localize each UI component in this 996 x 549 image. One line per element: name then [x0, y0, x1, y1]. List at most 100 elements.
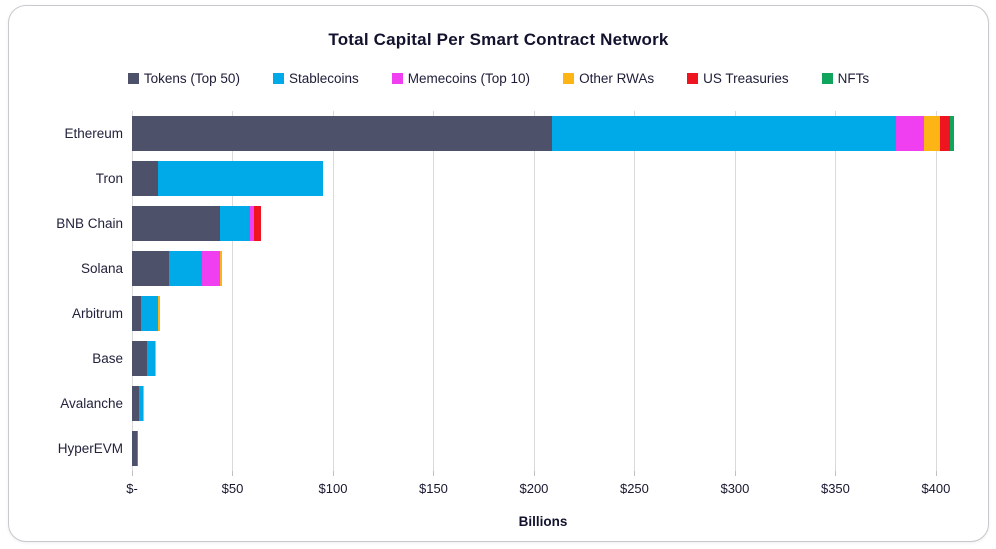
bar-segment-tokens-top-50 — [132, 296, 142, 331]
axis-tick — [835, 471, 837, 476]
category-label-hyperevm: HyperEVM — [57, 441, 123, 456]
bar-row-ethereum — [132, 111, 954, 156]
gridline — [332, 111, 334, 471]
x-tick-label: $150 — [418, 481, 448, 496]
bar-row-avalanche — [132, 381, 954, 426]
legend-item-other-rwas: Other RWAs — [563, 71, 654, 86]
gridline — [935, 111, 937, 471]
bar-row-base — [132, 336, 954, 381]
legend-label: NFTs — [837, 70, 870, 86]
bar-ethereum — [132, 116, 954, 151]
bar-segment-us-treasuries — [253, 206, 261, 241]
bar-rows — [132, 111, 954, 471]
bar-segment-other-rwas — [155, 341, 157, 376]
x-tick-label: $350 — [820, 481, 850, 496]
gridline — [232, 111, 234, 471]
chart-title: Total Capital Per Smart Contract Network — [328, 30, 669, 49]
bar-segment-stablecoins — [220, 206, 250, 241]
legend: Tokens (Top 50) Stablecoins Memecoins (Top… — [9, 68, 988, 88]
plot-area — [132, 111, 954, 471]
legend-swatch — [563, 72, 575, 84]
bar-segment-tokens-top-50 — [132, 386, 140, 421]
bar-segment-tokens-top-50 — [132, 161, 159, 196]
category-axis: Ethereum Tron BNB Chain Solana Arbitrum Base A… — [9, 111, 123, 471]
gridline — [433, 111, 435, 471]
category-label-base: Base — [92, 351, 123, 366]
legend-swatch — [391, 72, 403, 84]
legend-swatch — [127, 72, 139, 84]
category-label-solana: Solana — [80, 261, 123, 276]
bar-hyperevm — [132, 431, 954, 466]
bar-row-solana — [132, 246, 954, 291]
legend-label: US Treasuries — [703, 70, 789, 86]
axis-tick — [433, 471, 435, 476]
axis-tick — [533, 471, 535, 476]
category-label-arbitrum: Arbitrum — [71, 306, 123, 321]
bar-segment-us-treasuries — [939, 116, 950, 151]
bar-segment-stablecoins — [141, 296, 158, 331]
bar-row-arbitrum — [132, 291, 954, 336]
bar-segment-memecoins-top-10 — [895, 116, 924, 151]
axis-tick — [634, 471, 636, 476]
bar-segment-other-rwas — [220, 251, 223, 286]
gridline — [533, 111, 535, 471]
x-axis: $- $50 $100 $150 $200 $250 $300 $350 $400 — [126, 471, 954, 511]
bar-segment-tokens-top-50 — [132, 116, 553, 151]
bar-segment-tokens-top-50 — [132, 341, 147, 376]
bar-bnb-chain — [132, 206, 954, 241]
gridline — [835, 111, 837, 471]
bar-segment-tokens-top-50 — [132, 251, 170, 286]
bar-segment-stablecoins — [169, 251, 203, 286]
x-tick-label: $250 — [619, 481, 649, 496]
legend-swatch — [272, 72, 284, 84]
legend-item-nfts: NFTs — [821, 70, 870, 86]
axis-tick — [734, 471, 736, 476]
bar-segment-stablecoins — [552, 116, 896, 151]
bar-segment-other-rwas — [142, 386, 145, 421]
bar-row-tron — [132, 156, 954, 201]
bar-segment-tokens-top-50 — [132, 431, 137, 466]
legend-label: Memecoins (Top 10) — [407, 70, 531, 86]
bar-segment-other-rwas — [157, 296, 160, 331]
x-tick-label: $300 — [720, 481, 750, 496]
bar-segment-memecoins-top-10 — [202, 251, 221, 286]
axis-tick — [332, 471, 334, 476]
legend-label: Stablecoins — [288, 70, 359, 86]
bar-base — [132, 341, 954, 376]
category-label-tron: Tron — [95, 171, 123, 186]
bar-row-hyperevm — [132, 426, 954, 471]
bar-segment-nfts — [949, 116, 954, 151]
gridline — [132, 111, 133, 471]
bar-segment-stablecoins — [146, 341, 156, 376]
bar-solana — [132, 251, 954, 286]
bar-tron — [132, 161, 954, 196]
bar-segment-stablecoins — [139, 386, 143, 421]
bar-segment-tokens-top-50 — [132, 206, 221, 241]
axis-tick — [935, 471, 937, 476]
bar-segment-other-rwas — [923, 116, 940, 151]
x-tick-label: $- — [126, 481, 138, 496]
x-tick-label: $50 — [221, 481, 244, 496]
x-tick-label: $200 — [519, 481, 549, 496]
category-label-bnb-chain: BNB Chain — [56, 216, 123, 231]
axis-tick — [132, 471, 133, 476]
legend-item-us-treasuries: US Treasuries — [687, 71, 789, 86]
legend-swatch — [687, 72, 699, 84]
x-axis-title: Billions — [518, 514, 568, 529]
legend-item-memecoins-top-10: Memecoins (Top 10) — [391, 70, 531, 86]
gridline — [634, 111, 636, 471]
bar-segment-stablecoins — [136, 431, 139, 466]
legend-label: Other RWAs — [579, 70, 655, 86]
axis-tick — [232, 471, 234, 476]
bar-row-bnb-chain — [132, 201, 954, 246]
bar-avalanche — [132, 386, 954, 421]
chart-card: Total Capital Per Smart Contract Network… — [8, 5, 989, 542]
legend-item-stablecoins: Stablecoins — [272, 70, 359, 86]
bar-segment-stablecoins — [158, 161, 323, 196]
gridline — [734, 111, 736, 471]
legend-item-tokens-top-50: Tokens (Top 50) — [127, 71, 240, 86]
x-tick-label: $100 — [318, 481, 348, 496]
bar-arbitrum — [132, 296, 954, 331]
x-tick-label: $400 — [921, 481, 951, 496]
category-label-ethereum: Ethereum — [64, 126, 123, 141]
